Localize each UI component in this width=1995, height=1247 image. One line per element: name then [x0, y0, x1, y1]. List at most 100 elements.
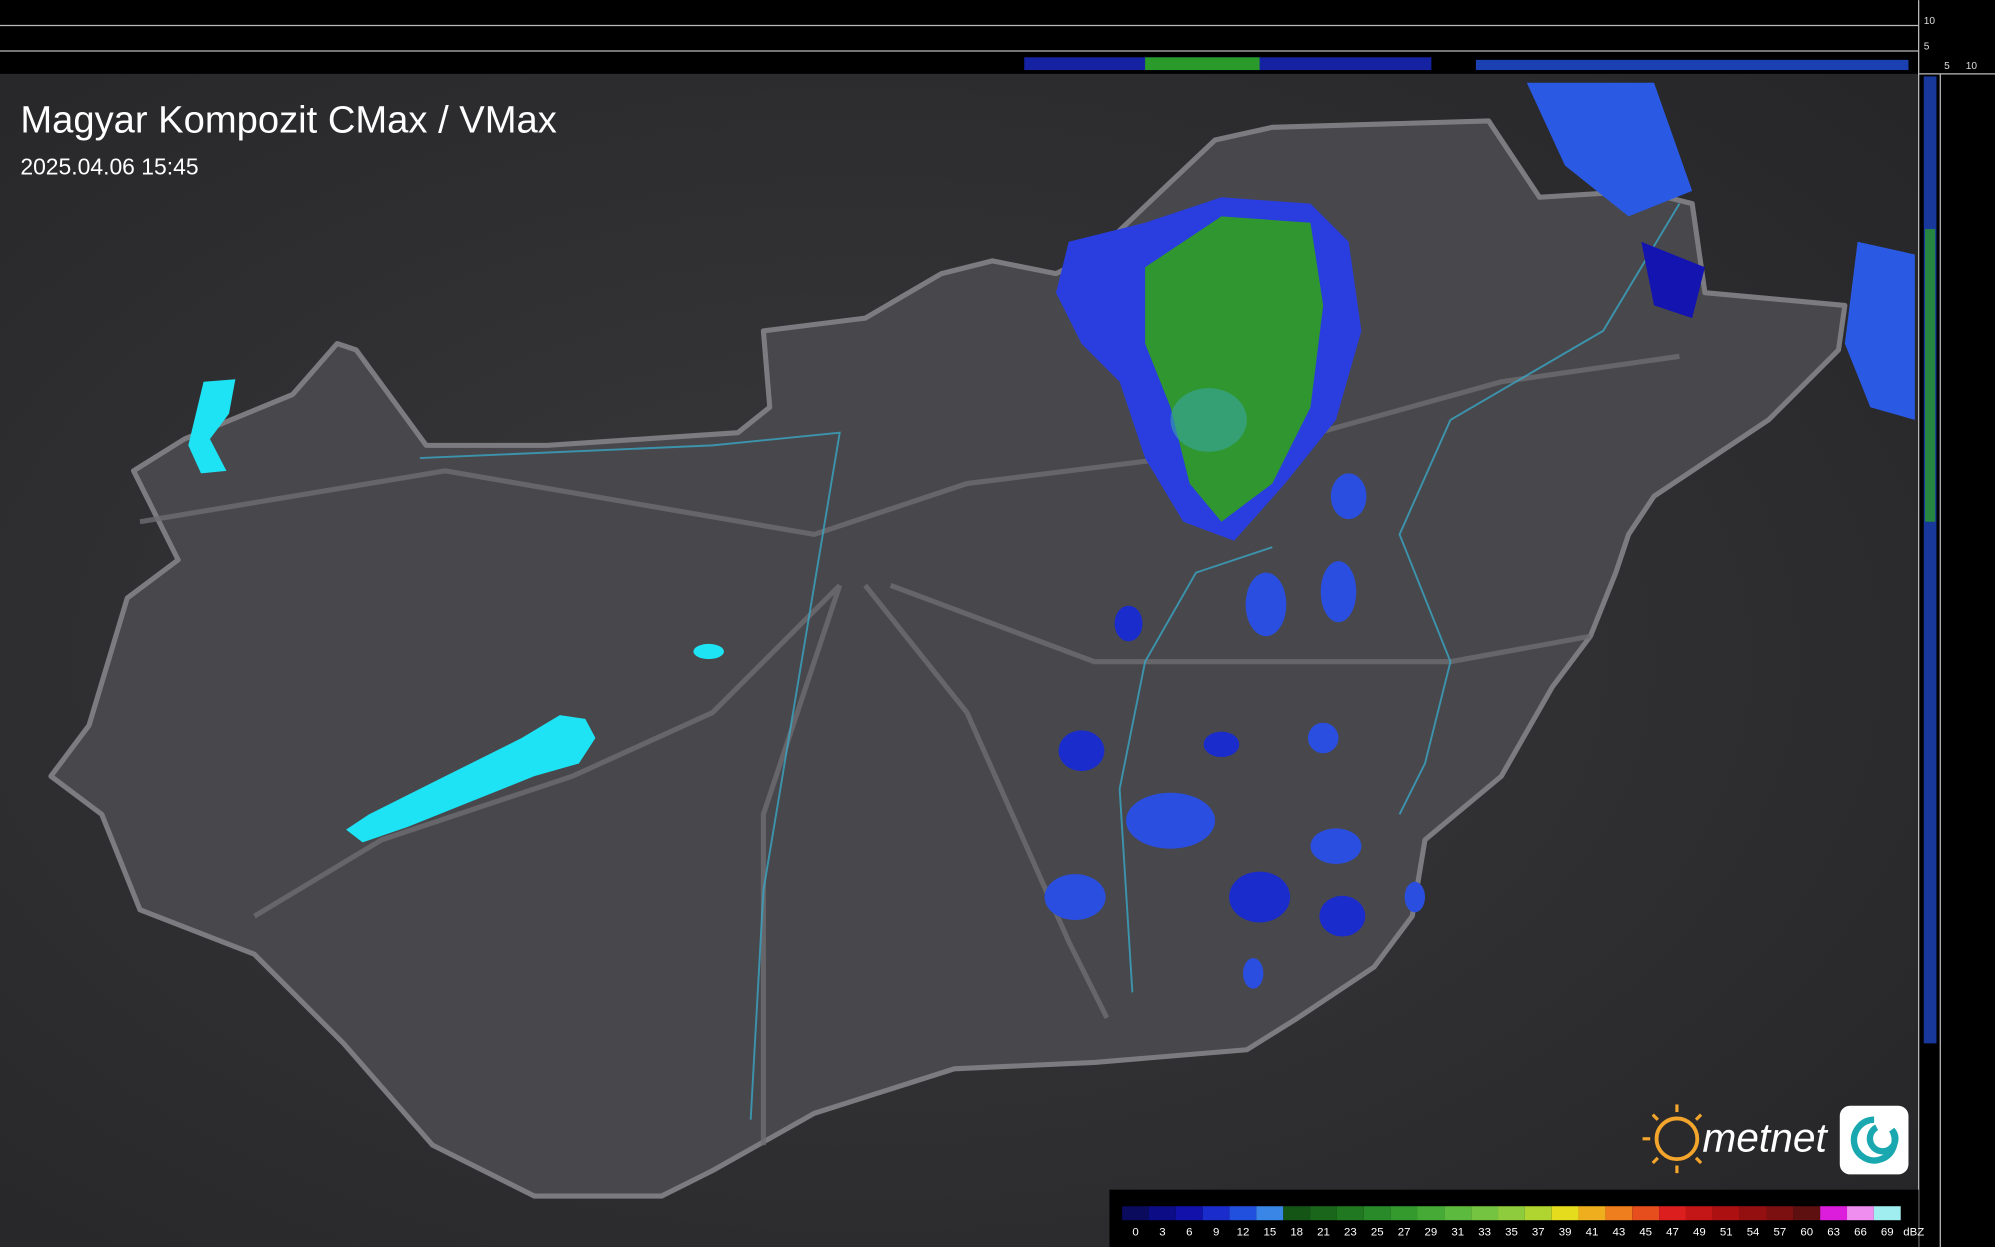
echo [1320, 561, 1357, 623]
legend-swatch [1471, 1206, 1499, 1221]
legend-swatch [1659, 1206, 1686, 1221]
legend-swatch [1632, 1206, 1660, 1221]
profile-label: 10 [1924, 16, 1936, 27]
legend-label: 0 [1132, 1226, 1138, 1238]
logo-badge [1839, 1105, 1909, 1175]
logo: metnet [1642, 1104, 1909, 1175]
echo [1044, 874, 1106, 920]
map-title: Magyar Kompozit CMax / VMax [20, 98, 556, 141]
road [139, 353, 1680, 538]
legend: 0 3 6 9 12 15 18 21 23 25 27 29 31 33 35 37 39 41 43 45 47 49… [1122, 1206, 1924, 1238]
legend-swatch [1444, 1206, 1472, 1221]
lake [693, 643, 724, 660]
legend-swatch [1551, 1206, 1579, 1221]
profile-echo [1475, 59, 1909, 71]
legend-swatch [1336, 1206, 1364, 1221]
legend-label: 45 [1639, 1226, 1652, 1238]
echo [1404, 881, 1425, 913]
river [1118, 546, 1273, 993]
legend-label: 54 [1747, 1226, 1760, 1238]
profile-echo [1923, 76, 1937, 1044]
echo [1058, 730, 1105, 772]
legend-swatch [1202, 1206, 1230, 1221]
echo [1310, 828, 1362, 864]
map-timestamp: 2025.04.06 15:45 [20, 153, 198, 179]
legend-swatch [1498, 1206, 1525, 1221]
legend-label: 31 [1451, 1226, 1464, 1238]
river [1398, 203, 1681, 815]
legend-label: 3 [1159, 1226, 1165, 1238]
profile-label: 5 [1944, 61, 1950, 72]
legend-label: 69 [1881, 1226, 1894, 1238]
legend-label: 63 [1827, 1226, 1840, 1238]
echo [1641, 241, 1705, 319]
lake [346, 715, 596, 843]
legend-label: 18 [1290, 1226, 1303, 1238]
legend-label: 25 [1371, 1226, 1384, 1238]
legend-label: 23 [1344, 1226, 1357, 1238]
echo [1114, 605, 1143, 642]
echo [1319, 895, 1366, 937]
legend-label: 60 [1800, 1226, 1813, 1238]
road [760, 584, 843, 1146]
legend-swatch [1122, 1206, 1150, 1221]
legend-swatch [1605, 1206, 1633, 1221]
profile-label: 10 [1966, 61, 1978, 72]
logo-swirl [1850, 1116, 1899, 1164]
legend-swatch [1524, 1206, 1552, 1221]
legend-swatch [1229, 1206, 1257, 1221]
legend-label: 29 [1425, 1226, 1438, 1238]
legend-swatch [1766, 1206, 1794, 1221]
legend-label: 51 [1720, 1226, 1733, 1238]
legend-label: 66 [1854, 1226, 1867, 1238]
echo [1243, 958, 1264, 989]
echo [1844, 241, 1915, 420]
legend-swatch [1149, 1206, 1176, 1221]
rivers [419, 203, 1681, 1120]
road [889, 582, 1591, 665]
roads [139, 353, 1680, 1146]
legend-swatch [1847, 1206, 1874, 1221]
legend-label: 47 [1666, 1226, 1679, 1238]
legend-label: 35 [1505, 1226, 1518, 1238]
legend-label: 15 [1263, 1226, 1276, 1238]
logo-sun [1654, 1116, 1700, 1162]
legend-label: 57 [1774, 1226, 1787, 1238]
echo [1170, 388, 1247, 452]
profile-echo [1925, 229, 1936, 522]
echo [1203, 731, 1240, 758]
legend-swatch [1283, 1206, 1311, 1221]
legend-swatch [1685, 1206, 1713, 1221]
legend-swatch [1175, 1206, 1203, 1221]
profile-label: 5 [1924, 42, 1930, 53]
logo-rays [1642, 1104, 1703, 1174]
legend-label: 41 [1586, 1226, 1599, 1238]
legend-swatch [1390, 1206, 1418, 1221]
legend-swatch [1363, 1206, 1391, 1221]
legend-label: 49 [1693, 1226, 1706, 1238]
legend-label: 21 [1317, 1226, 1330, 1238]
logo-text: metnet [1702, 1115, 1828, 1161]
road [253, 583, 842, 919]
legend-swatch [1310, 1206, 1337, 1221]
legend-unit: dBZ [1903, 1226, 1924, 1238]
legend-label: 6 [1186, 1226, 1192, 1238]
legend-swatch [1256, 1206, 1284, 1221]
legend-swatch [1417, 1206, 1445, 1221]
road [863, 583, 1110, 1020]
river [419, 431, 841, 1120]
echo [1229, 871, 1291, 923]
legend-label: 37 [1532, 1226, 1545, 1238]
echo [1526, 82, 1693, 217]
echo [1245, 572, 1287, 637]
legend-swatch [1578, 1206, 1606, 1221]
legend-label: 33 [1478, 1226, 1491, 1238]
legend-swatch [1793, 1206, 1821, 1221]
legend-swatch [1873, 1206, 1901, 1221]
echo [1126, 792, 1216, 849]
legend-label: 27 [1398, 1226, 1411, 1238]
legend-swatch [1820, 1206, 1848, 1221]
legend-label: 39 [1559, 1226, 1572, 1238]
legend-swatch [1739, 1206, 1767, 1221]
